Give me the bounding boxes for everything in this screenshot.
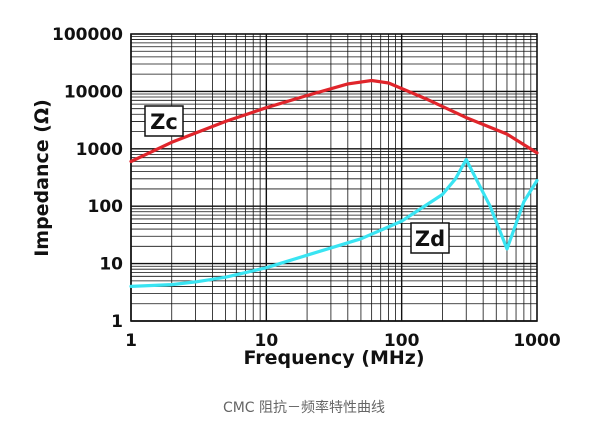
plot-frame <box>130 33 538 322</box>
y-tick-labels: 1 10 100 1000 10000 100000 <box>52 25 123 332</box>
zd-label-box <box>410 222 450 254</box>
x-tick-labels: 1 10 100 1000 <box>125 331 561 351</box>
chart-grid <box>130 34 537 322</box>
x-tick-label: 1 <box>125 331 137 351</box>
zc-curve-label: Zc <box>150 110 178 134</box>
x-tick-label: 1000 <box>513 331 560 351</box>
x-tick-label: 10 <box>254 331 278 351</box>
chart-caption: CMC 阻抗－频率特性曲线 <box>222 400 386 416</box>
y-tick-label: 100000 <box>52 25 123 45</box>
y-tick-label: 10 <box>99 255 123 275</box>
zc-label-box <box>144 105 184 137</box>
chart-curves <box>129 78 539 288</box>
y-tick-label: 10000 <box>64 82 123 102</box>
x-axis-title: Frequency (MHz) <box>243 347 424 369</box>
zd-curve-label: Zd <box>415 227 445 251</box>
y-tick-label: 1 <box>111 312 123 332</box>
series-line-zc <box>129 78 539 164</box>
y-tick-label: 100 <box>88 197 124 217</box>
y-axis-title: Impedance (Ω) <box>31 99 53 257</box>
series-line-zd <box>129 157 539 288</box>
y-tick-label: 1000 <box>76 140 123 160</box>
x-tick-label: 100 <box>384 331 420 351</box>
